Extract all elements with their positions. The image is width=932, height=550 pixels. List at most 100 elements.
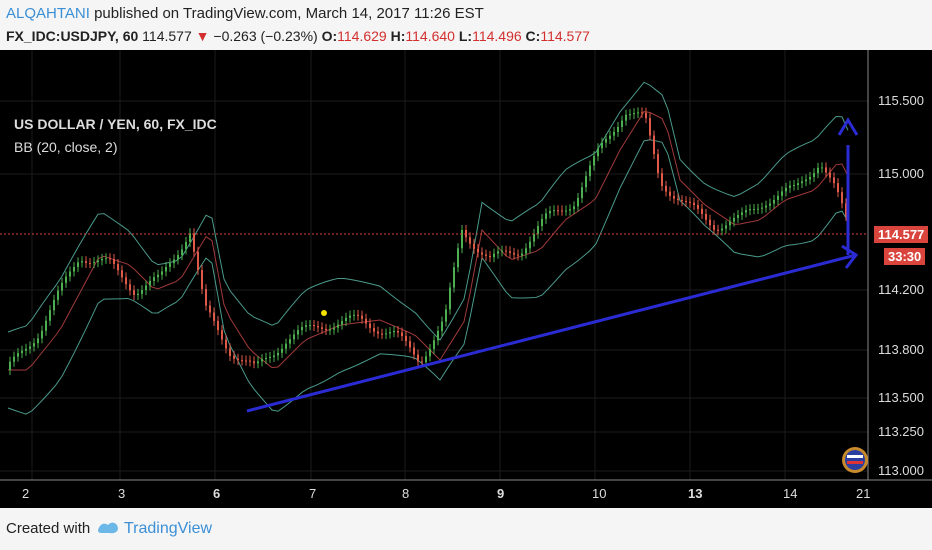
candle-body [705, 213, 707, 220]
candle-body [261, 359, 263, 362]
candle-body [661, 173, 663, 186]
candle-body [285, 343, 287, 349]
candle-body [317, 325, 319, 328]
bb-basis-line [8, 111, 849, 371]
close-label: C: [525, 28, 541, 44]
candle-body [585, 176, 587, 188]
candle-body [529, 241, 531, 249]
tradingview-logo-icon [98, 522, 118, 534]
candle-body [149, 280, 151, 286]
price-axis-label: 115.500 [877, 93, 924, 108]
candle-body [73, 267, 75, 272]
candle-body [569, 209, 571, 211]
candle-body [45, 320, 47, 331]
candle-body [613, 131, 615, 136]
candle-body [445, 309, 447, 322]
candle-body [297, 330, 299, 335]
tradingview-brand-link[interactable]: TradingView [124, 520, 213, 537]
candle-body [577, 197, 579, 207]
chart-canvas[interactable]: US DOLLAR / YEN, 60, FX_IDC BB (20, clos… [0, 50, 932, 508]
candle-body [537, 226, 539, 234]
flag-icon[interactable] [842, 447, 868, 473]
candle-body [493, 253, 495, 258]
candle-body [361, 315, 363, 319]
candle-body [393, 330, 395, 333]
candle-body [29, 346, 31, 349]
candle-body [133, 290, 135, 295]
candle-body [761, 207, 763, 209]
candle-body [741, 212, 743, 216]
candle-body [97, 260, 99, 263]
candle-body [709, 219, 711, 226]
countdown-tag: 33:30 [884, 248, 926, 265]
candle-body [353, 314, 355, 316]
candle-body [397, 330, 399, 333]
candle-body [825, 167, 827, 173]
last-price: 114.577 [142, 28, 192, 44]
candle-body [205, 289, 207, 306]
candle-body [517, 254, 519, 256]
candle-body [429, 349, 431, 357]
candle-body [589, 165, 591, 177]
open-label: O: [321, 28, 338, 44]
candle-body [13, 356, 15, 362]
candle-body [657, 154, 659, 174]
bb-band-line [7, 139, 849, 415]
candle-body [549, 211, 551, 214]
price-chart-svg[interactable] [0, 50, 932, 508]
candle-body [689, 201, 691, 203]
candle-body [681, 200, 683, 202]
candle-body [833, 177, 835, 184]
candle-body [573, 206, 575, 210]
candle-body [505, 250, 507, 252]
candle-body [161, 271, 163, 275]
candle-body [305, 325, 307, 327]
candle-body [237, 358, 239, 361]
candle-body [497, 251, 499, 254]
price-axis-label: 115.000 [877, 166, 924, 181]
candle-body [669, 191, 671, 196]
high-value: 114.640 [405, 28, 455, 44]
candle-body [737, 215, 739, 218]
candle-body [473, 243, 475, 249]
candle-body [621, 120, 623, 127]
candle-body [309, 325, 311, 327]
ohlc-line: FX_IDC:USDJPY, 60 114.577 ▼ −0.263 (−0.2… [6, 28, 590, 44]
candle-body [765, 205, 767, 208]
candle-body [65, 276, 67, 283]
candle-body [781, 191, 783, 196]
high-label: H: [390, 28, 406, 44]
date-axis-label: 13 [688, 486, 703, 501]
candle-body [457, 248, 459, 268]
candle-body [173, 259, 175, 264]
candle-body [153, 277, 155, 281]
candle-body [389, 332, 391, 334]
candle-body [113, 259, 115, 265]
candle-body [265, 357, 267, 360]
candle-body [733, 217, 735, 222]
candle-body [125, 277, 127, 285]
candle-body [841, 192, 843, 204]
price-axis-label: 113.250 [877, 424, 924, 439]
candle-body [729, 221, 731, 226]
candle-body [481, 252, 483, 255]
candle-body [313, 325, 315, 327]
candle-body [421, 361, 423, 363]
candle-body [165, 266, 167, 272]
price-axis-label: 113.500 [877, 390, 924, 405]
candle-body [241, 360, 243, 362]
candle-body [541, 218, 543, 227]
candle-body [437, 330, 439, 341]
candle-body [365, 318, 367, 324]
candle-body [601, 142, 603, 149]
candle-body [401, 332, 403, 337]
publish-line: ALQAHTANI published on TradingView.com, … [6, 5, 484, 22]
author-link[interactable]: ALQAHTANI [6, 5, 90, 22]
candle-body [557, 210, 559, 212]
candle-body [581, 187, 583, 198]
candle-body [477, 248, 479, 253]
candle-body [693, 202, 695, 206]
candle-body [425, 356, 427, 363]
candle-body [117, 264, 119, 271]
candle-body [21, 350, 23, 354]
